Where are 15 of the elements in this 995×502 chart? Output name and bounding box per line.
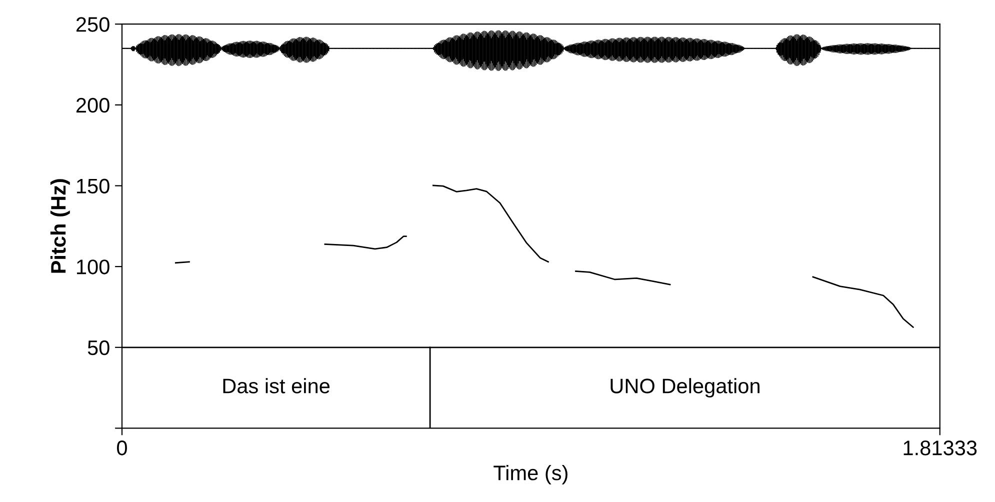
y-tick-label: 250: [76, 17, 110, 32]
y-tick-label: 200: [76, 98, 110, 113]
y-tick-label: 50: [88, 340, 110, 356]
annotation: UNO Delegation: [610, 378, 760, 398]
line-series: [575, 270, 671, 286]
y-tick-label: 150: [77, 178, 110, 194]
y-tick-label: 100: [77, 260, 110, 274]
line-series: [812, 276, 914, 328]
y-axis-title: Pitch (Hz): [50, 179, 70, 273]
annotation: Das ist eine: [223, 378, 330, 394]
x-axis-title: Time (s): [494, 464, 568, 484]
line-series: [324, 236, 407, 250]
x-tick-label: 0: [117, 440, 127, 456]
x-tick-label: 1.81333: [904, 440, 977, 456]
line-series: [432, 184, 549, 263]
